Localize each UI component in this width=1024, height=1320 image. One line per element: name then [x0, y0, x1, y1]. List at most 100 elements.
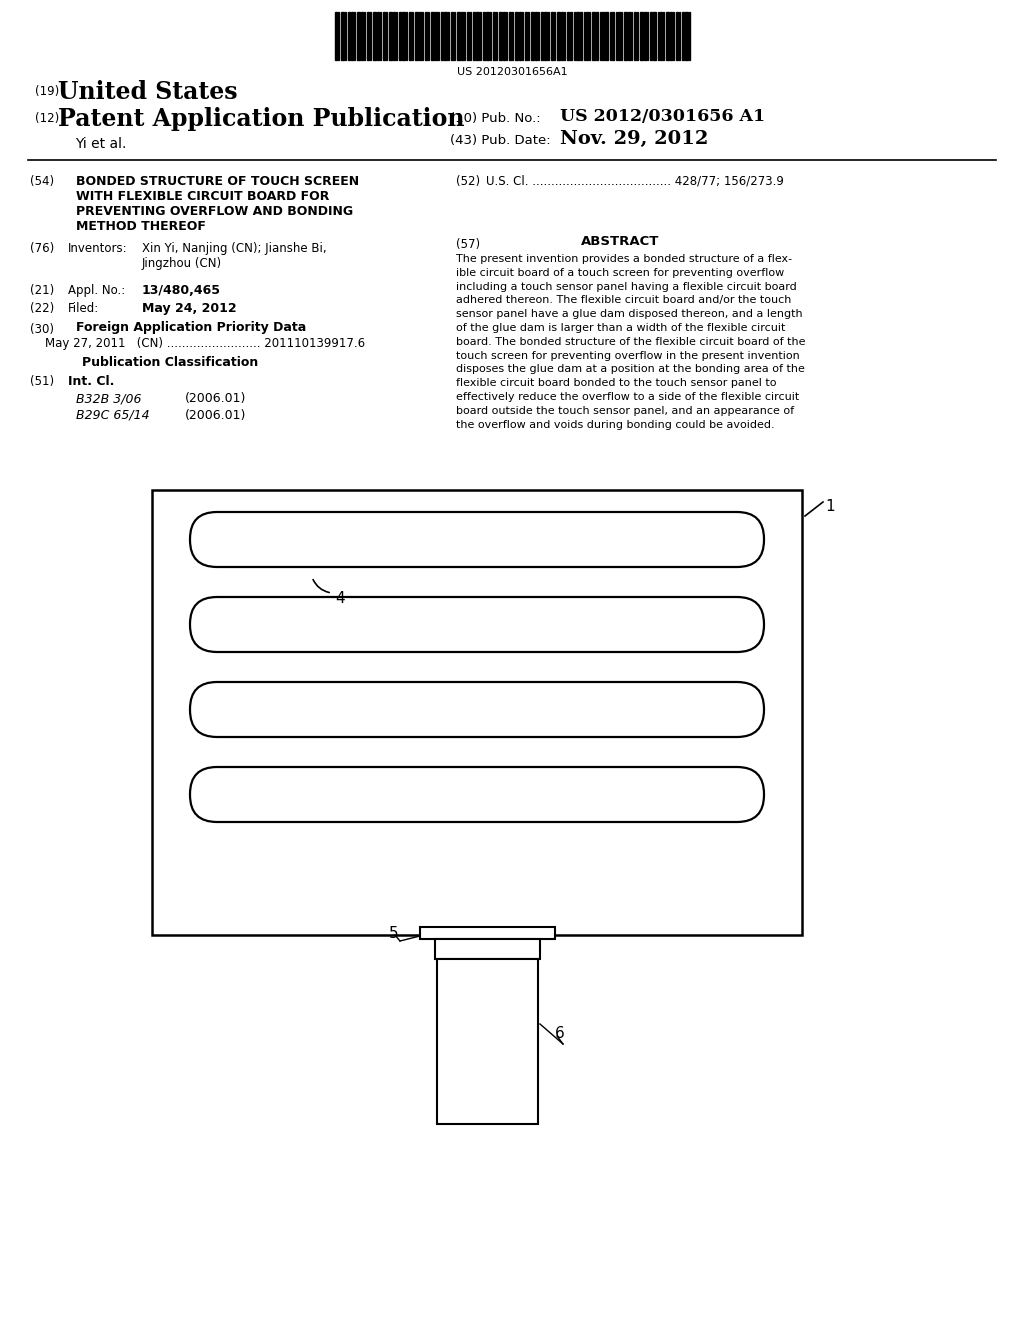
Text: PREVENTING OVERFLOW AND BONDING: PREVENTING OVERFLOW AND BONDING [76, 205, 353, 218]
Bar [457, 12, 460, 59]
Text: May 27, 2011   (CN) ......................... 201110139917.6: May 27, 2011 (CN) ......................… [45, 337, 366, 350]
Text: of the glue dam is larger than a width of the flexible circuit: of the glue dam is larger than a width o… [456, 323, 785, 333]
Text: United States: United States [58, 81, 238, 104]
Text: B32B 3/06: B32B 3/06 [76, 392, 141, 405]
Bar [399, 12, 401, 59]
Text: Xin Yi, Nanjing (CN); Jianshe Bi,: Xin Yi, Nanjing (CN); Jianshe Bi, [142, 242, 327, 255]
Bar [503, 12, 505, 59]
Text: Yi et al.: Yi et al. [75, 137, 126, 150]
Text: (2006.01): (2006.01) [185, 392, 247, 405]
Text: The present invention provides a bonded structure of a flex-: The present invention provides a bonded … [456, 253, 793, 264]
Bar [515, 12, 518, 59]
Text: U.S. Cl. ..................................... 428/77; 156/273.9: U.S. Cl. ...............................… [486, 176, 784, 187]
Bar [476, 12, 479, 59]
FancyBboxPatch shape [190, 767, 764, 822]
Bar [567, 12, 569, 59]
Text: board outside the touch sensor panel, and an appearance of: board outside the touch sensor panel, an… [456, 405, 795, 416]
Bar [509, 12, 511, 59]
Text: Patent Application Publication: Patent Application Publication [58, 107, 465, 131]
Text: US 2012/0301656 A1: US 2012/0301656 A1 [560, 108, 765, 125]
Text: disposes the glue dam at a position at the bonding area of the: disposes the glue dam at a position at t… [456, 364, 805, 375]
Bar [570, 12, 572, 59]
Bar [373, 12, 376, 59]
Bar [351, 12, 353, 59]
Text: Filed:: Filed: [68, 302, 99, 315]
Bar [531, 12, 534, 59]
Bar [575, 12, 579, 59]
Text: (21): (21) [30, 284, 54, 297]
Text: Appl. No.:: Appl. No.: [68, 284, 125, 297]
Text: Int. Cl.: Int. Cl. [68, 375, 115, 388]
Bar [685, 12, 688, 59]
Text: board. The bonded structure of the flexible circuit board of the: board. The bonded structure of the flexi… [456, 337, 806, 347]
Bar [557, 12, 560, 59]
Bar [634, 12, 636, 59]
Bar [493, 12, 495, 59]
Text: May 24, 2012: May 24, 2012 [142, 302, 237, 315]
Bar [535, 12, 537, 59]
Text: (30): (30) [30, 323, 54, 337]
FancyBboxPatch shape [190, 512, 764, 568]
Text: (12): (12) [35, 112, 59, 125]
Bar [348, 12, 350, 59]
Text: (52): (52) [456, 176, 480, 187]
Text: (57): (57) [456, 238, 480, 251]
Bar [541, 12, 543, 59]
Bar [544, 12, 547, 59]
Text: (76): (76) [30, 242, 54, 255]
Text: METHOD THEREOF: METHOD THEREOF [76, 220, 206, 234]
Text: Nov. 29, 2012: Nov. 29, 2012 [560, 129, 709, 148]
Text: 5: 5 [389, 925, 398, 940]
Text: ABSTRACT: ABSTRACT [581, 235, 659, 248]
Bar [383, 12, 385, 59]
Bar [653, 12, 656, 59]
Bar [393, 12, 395, 59]
Bar [551, 12, 553, 59]
Bar [592, 12, 595, 59]
Text: (10) Pub. No.:: (10) Pub. No.: [450, 112, 541, 125]
Text: ible circuit board of a touch screen for preventing overflow: ible circuit board of a touch screen for… [456, 268, 784, 277]
Text: Inventors:: Inventors: [68, 242, 128, 255]
Bar [624, 12, 627, 59]
Bar [341, 12, 344, 59]
Bar [602, 12, 604, 59]
Bar [461, 12, 463, 59]
Bar [650, 12, 652, 59]
Bar [402, 12, 406, 59]
Bar [473, 12, 475, 59]
Bar [483, 12, 485, 59]
Bar [419, 12, 421, 59]
Bar [425, 12, 427, 59]
Bar [676, 12, 678, 59]
Text: touch screen for preventing overflow in the present invention: touch screen for preventing overflow in … [456, 351, 800, 360]
Bar [431, 12, 434, 59]
Bar [435, 12, 437, 59]
Bar [389, 12, 392, 59]
Text: Foreign Application Priority Data: Foreign Application Priority Data [76, 321, 306, 334]
Bar [644, 12, 646, 59]
Text: Publication Classification: Publication Classification [82, 356, 258, 370]
Text: sensor panel have a glue dam disposed thereon, and a length: sensor panel have a glue dam disposed th… [456, 309, 803, 319]
Bar [618, 12, 620, 59]
Text: BONDED STRUCTURE OF TOUCH SCREEN: BONDED STRUCTURE OF TOUCH SCREEN [76, 176, 359, 187]
Bar [444, 12, 447, 59]
Text: adhered thereon. The flexible circuit board and/or the touch: adhered thereon. The flexible circuit bo… [456, 296, 792, 305]
FancyBboxPatch shape [190, 682, 764, 737]
Bar [409, 12, 411, 59]
Text: including a touch sensor panel having a flexible circuit board: including a touch sensor panel having a … [456, 281, 797, 292]
Bar [441, 12, 443, 59]
Text: (2006.01): (2006.01) [185, 409, 247, 422]
Text: (43) Pub. Date:: (43) Pub. Date: [450, 135, 551, 147]
Text: 4: 4 [335, 591, 345, 606]
Bar [499, 12, 502, 59]
Bar [451, 12, 453, 59]
Bar [467, 12, 469, 59]
Bar [561, 12, 563, 59]
Text: (51): (51) [30, 375, 54, 388]
Bar [628, 12, 630, 59]
Bar [361, 12, 362, 59]
Bar [660, 12, 662, 59]
Text: (54): (54) [30, 176, 54, 187]
Bar [420, 927, 555, 939]
Bar [682, 12, 684, 59]
